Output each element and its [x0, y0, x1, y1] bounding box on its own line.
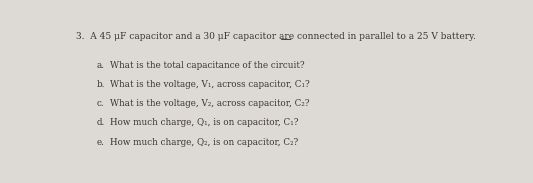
Text: a.: a.: [96, 61, 104, 70]
Text: 3.  A 45 μF capacitor and a 30 μF capacitor are: 3. A 45 μF capacitor and a 30 μF capacit…: [76, 32, 294, 41]
Text: 3.  A 45 μF capacitor and a 30 μF capacitor: 3. A 45 μF capacitor and a 30 μF capacit…: [76, 32, 279, 41]
Text: How much charge, Q₁, is on capacitor, C₁?: How much charge, Q₁, is on capacitor, C₁…: [110, 118, 298, 128]
Text: What is the voltage, V₁, across capacitor, C₁?: What is the voltage, V₁, across capacito…: [110, 81, 310, 89]
Text: c.: c.: [96, 100, 104, 109]
Text: b.: b.: [96, 81, 105, 89]
Text: 3.  A 45 μF capacitor and a 30 μF capacitor are connected in parallel to a 25 V : 3. A 45 μF capacitor and a 30 μF capacit…: [76, 32, 475, 41]
Text: What is the voltage, V₂, across capacitor, C₂?: What is the voltage, V₂, across capacito…: [110, 100, 310, 109]
Text: How much charge, Q₂, is on capacitor, C₂?: How much charge, Q₂, is on capacitor, C₂…: [110, 137, 298, 147]
Text: d.: d.: [96, 118, 104, 128]
Text: e.: e.: [96, 137, 104, 147]
Text: What is the total capacitance of the circuit?: What is the total capacitance of the cir…: [110, 61, 305, 70]
